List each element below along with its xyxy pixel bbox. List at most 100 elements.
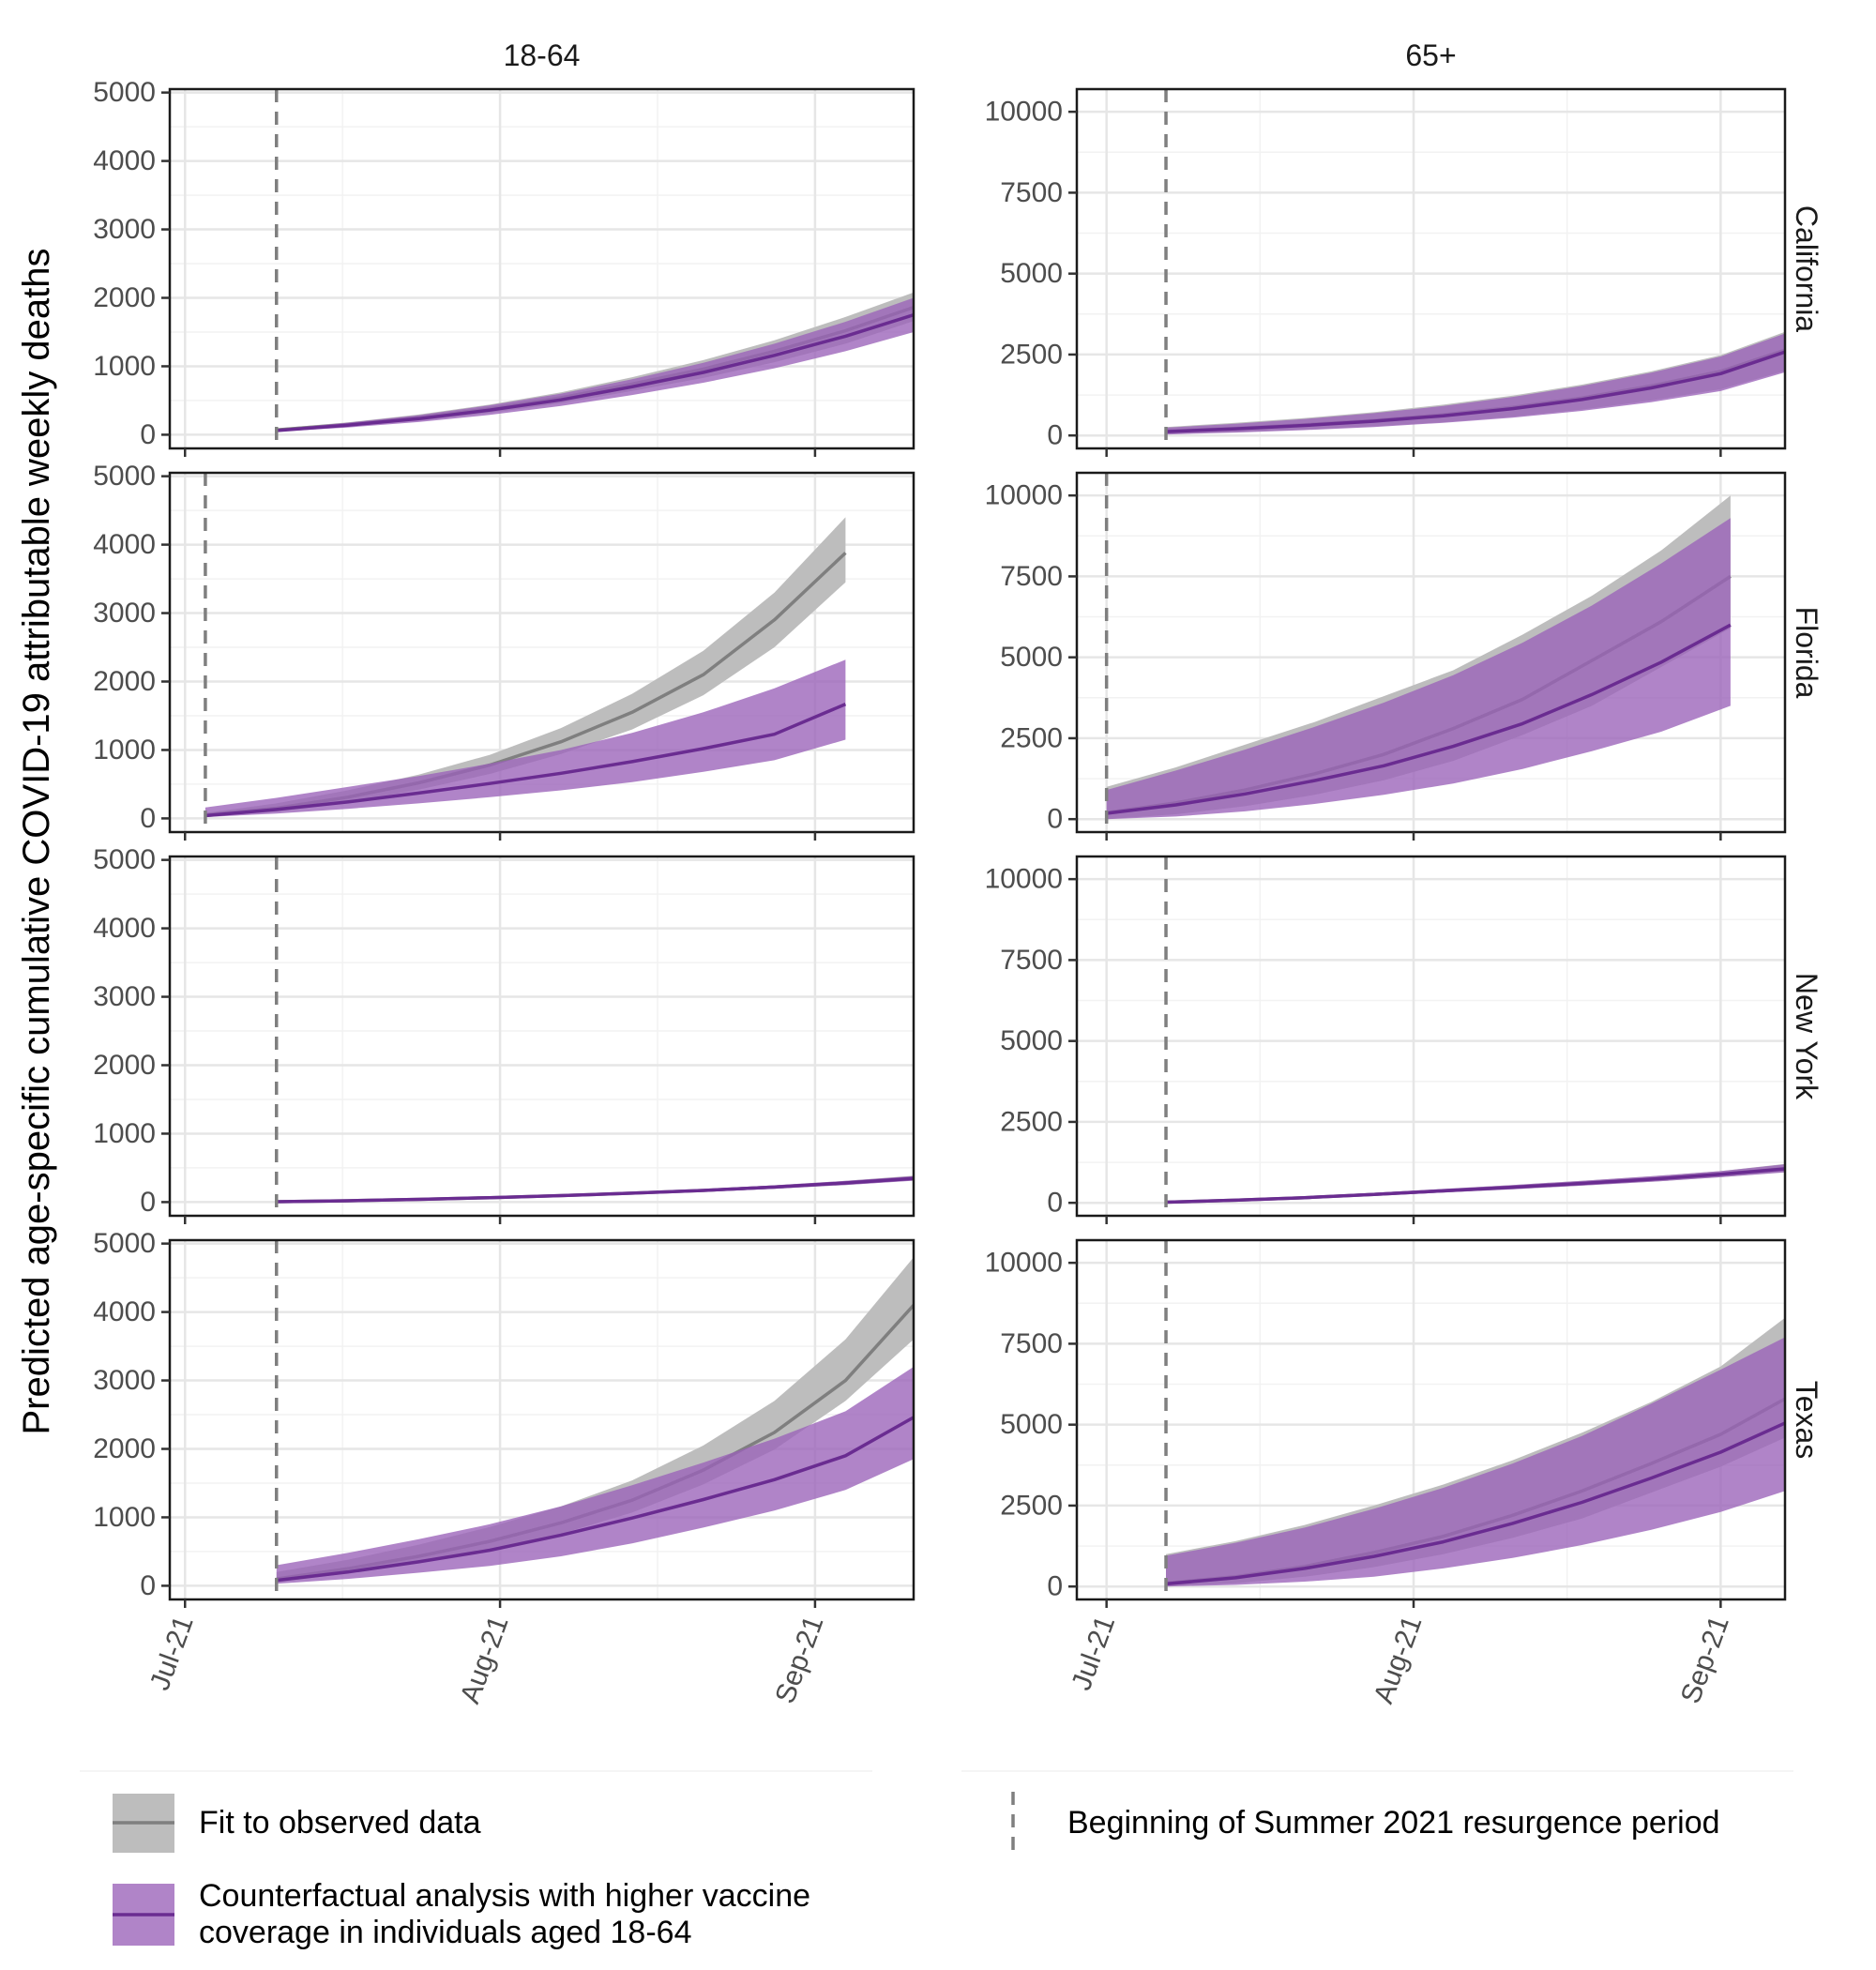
panel-background xyxy=(1077,856,1785,1216)
y-tick-label: 1000 xyxy=(93,351,156,382)
series-group xyxy=(276,292,914,432)
column-strip-65+: 65+ xyxy=(1405,38,1456,72)
y-tick-label: 0 xyxy=(1047,1188,1063,1219)
x-tick-label: Jul-21 xyxy=(1066,1612,1121,1694)
counterfactual-line xyxy=(276,313,914,432)
y-tick-label: 4000 xyxy=(93,913,156,944)
series-group xyxy=(1165,331,1785,435)
y-tick-label: 10000 xyxy=(985,480,1063,511)
y-tick-label: 2500 xyxy=(1000,722,1063,753)
panel-new-york-18-64: 0 1000 2000 3000 4000 5000 xyxy=(93,844,915,1224)
y-tick-label: 1000 xyxy=(93,1118,156,1149)
legend-counterfactual-label-line1: Counterfactual analysis with higher vacc… xyxy=(199,1878,810,1914)
panel-border xyxy=(168,1238,915,1601)
panel-border xyxy=(1075,855,1787,1218)
y-tick-label: 2500 xyxy=(1000,1490,1063,1521)
x-tick-label: Aug-21 xyxy=(455,1612,515,1707)
panel-new-york-65+: 0 2500 5000 7500 10000 xyxy=(985,855,1787,1224)
panel-border xyxy=(168,87,915,450)
y-tick-label: 5000 xyxy=(1000,1025,1063,1056)
panel-california-65+: 0 2500 5000 7500 10000 xyxy=(985,87,1787,457)
counterfactual-line xyxy=(204,702,847,818)
panel-border xyxy=(1075,1238,1787,1601)
y-tick-label: 2000 xyxy=(93,666,156,697)
strip-labels: 18-64 65+ California Florida New York Texas xyxy=(504,38,1823,1459)
y-tick-label: 10000 xyxy=(985,1248,1063,1279)
counterfactual-line xyxy=(1165,1167,1785,1205)
row-strip-new-york: New York xyxy=(1790,973,1823,1100)
y-tick-label: 1000 xyxy=(93,1502,156,1533)
y-tick-label: 0 xyxy=(140,1570,156,1601)
legend-fit-label: Fit to observed data xyxy=(199,1805,481,1841)
y-tick-label: 4000 xyxy=(93,1296,156,1327)
panel-background xyxy=(170,89,914,448)
y-tick-label: 2000 xyxy=(93,282,156,313)
legend-counterfactual-label-line2: coverage in individuals aged 18-64 xyxy=(199,1915,691,1950)
y-tick-label: 5000 xyxy=(1000,258,1063,289)
y-tick-label: 5000 xyxy=(1000,642,1063,673)
y-tick-label: 0 xyxy=(140,803,156,834)
y-tick-label: 10000 xyxy=(985,864,1063,895)
gridlines xyxy=(1077,856,1785,1216)
gridlines xyxy=(170,856,914,1216)
y-tick-label: 0 xyxy=(140,419,156,450)
series-group xyxy=(276,1175,914,1204)
row-strip-texas: Texas xyxy=(1790,1381,1823,1460)
y-tick-label: 3000 xyxy=(93,1365,156,1396)
y-tick-label: 0 xyxy=(140,1187,156,1218)
panel-border xyxy=(168,855,915,1218)
counterfactual-ribbon xyxy=(1106,518,1731,820)
counterfactual-line xyxy=(276,1416,914,1583)
panel-california-18-64: 0 1000 2000 3000 4000 5000 xyxy=(93,77,915,457)
row-strip-california: California xyxy=(1790,205,1823,332)
series-group xyxy=(1165,1163,1785,1205)
panel-florida-18-64: 0 1000 2000 3000 4000 5000 xyxy=(93,461,915,841)
y-tick-label: 7500 xyxy=(1000,177,1063,208)
y-tick-label: 4000 xyxy=(93,145,156,176)
panel-border xyxy=(1075,471,1787,834)
counterfactual-line xyxy=(1165,350,1785,433)
y-tick-label: 0 xyxy=(1047,1571,1063,1602)
legend: Fit to observed data Counterfactual analy… xyxy=(80,1770,1793,1950)
y-tick-label: 7500 xyxy=(1000,945,1063,976)
y-tick-label: 3000 xyxy=(93,981,156,1012)
series-group xyxy=(276,1257,914,1584)
row-strip-florida: Florida xyxy=(1790,607,1823,699)
y-tick-label: 5000 xyxy=(93,1228,156,1259)
y-tick-label: 2500 xyxy=(1000,339,1063,370)
y-tick-label: 10000 xyxy=(985,97,1063,128)
counterfactual-line xyxy=(276,1176,914,1204)
panel-background xyxy=(170,856,914,1216)
y-tick-label: 7500 xyxy=(1000,1328,1063,1359)
panel-border xyxy=(1075,87,1787,450)
counterfactual-ribbon xyxy=(1166,1337,1785,1587)
x-tick-label: Sep-21 xyxy=(769,1612,829,1707)
series-group xyxy=(204,517,847,818)
y-tick-label: 4000 xyxy=(93,529,156,560)
legend-vline-label: Beginning of Summer 2021 resurgence peri… xyxy=(1067,1805,1720,1841)
y-tick-label: 1000 xyxy=(93,735,156,765)
counterfactual-line xyxy=(1106,623,1732,815)
y-tick-label: 5000 xyxy=(1000,1409,1063,1440)
panel-border xyxy=(168,471,915,834)
y-axis-title: Predicted age-specific cumulative COVID-… xyxy=(16,248,57,1434)
series-group xyxy=(1165,1317,1785,1587)
x-tick-label: Sep-21 xyxy=(1675,1612,1735,1707)
y-tick-label: 3000 xyxy=(93,598,156,629)
y-tick-label: 2000 xyxy=(93,1433,156,1464)
panel-texas-65+: 0 2500 5000 7500 10000 Jul-21 Aug-21 Sep-21 xyxy=(985,1238,1787,1707)
x-tick-label: Aug-21 xyxy=(1368,1612,1428,1707)
y-tick-label: 2500 xyxy=(1000,1106,1063,1137)
series-group xyxy=(1106,495,1732,820)
column-strip-18-64: 18-64 xyxy=(504,38,581,72)
y-tick-label: 7500 xyxy=(1000,561,1063,592)
gridlines xyxy=(170,89,914,448)
fit-ribbon xyxy=(204,517,846,817)
y-tick-label: 0 xyxy=(1047,420,1063,451)
panel-texas-18-64: 0 1000 2000 3000 4000 5000 Jul-21 Aug-21 Sep-21 xyxy=(93,1228,915,1707)
counterfactual-ribbon xyxy=(1166,333,1785,435)
y-tick-label: 0 xyxy=(1047,804,1063,835)
panel-florida-65+: 0 2500 5000 7500 10000 xyxy=(985,471,1787,841)
y-tick-label: 5000 xyxy=(93,461,156,492)
